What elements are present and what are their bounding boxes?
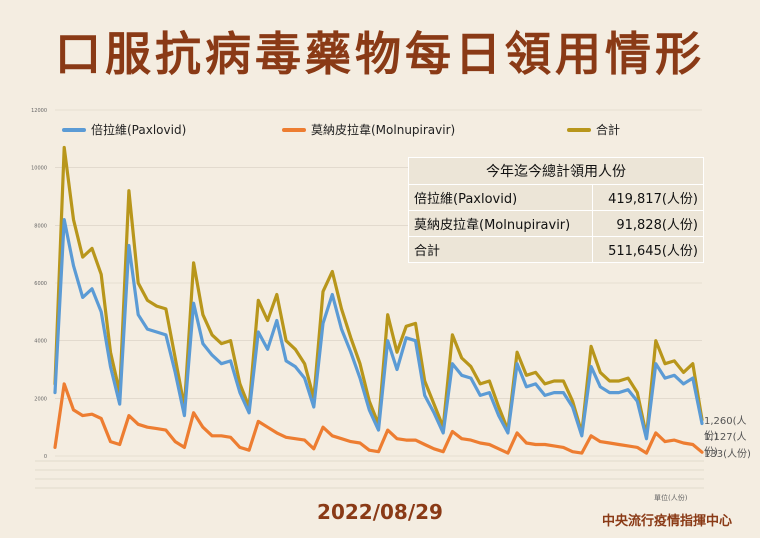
- y-tick-label: 12000: [31, 108, 47, 114]
- summary-row: 莫納皮拉韋(Molnupiravir) 91,828(人份): [408, 210, 705, 237]
- summary-value: 511,645(人份): [591, 236, 705, 263]
- legend-swatch-paxlovid: [62, 127, 86, 132]
- summary-row: 合計 511,645(人份): [408, 236, 705, 263]
- summary-label: 合計: [408, 236, 593, 263]
- unit-label: 單位(人份): [654, 494, 688, 502]
- summary-label: 倍拉維(Paxlovid): [408, 184, 593, 211]
- legend-label-molnupiravir: 莫納皮拉韋(Molnupiravir): [311, 123, 456, 137]
- end-label-molnupiravir: 133(人份): [704, 449, 751, 460]
- report-date: 2022/08/29: [317, 500, 443, 524]
- end-label-total: 1,260(人份): [704, 416, 747, 442]
- series-line-paxlovid: [53, 218, 704, 441]
- legend-swatch-molnupiravir: [282, 127, 306, 132]
- end-label-paxlovid: 1,127(人份): [704, 432, 747, 458]
- legend-label-paxlovid: 倍拉維(Paxlovid): [91, 123, 187, 137]
- summary-table: 今年迄今總計領用人份 倍拉維(Paxlovid) 419,817(人份) 莫納皮拉…: [408, 157, 705, 263]
- y-tick-label: 6000: [34, 281, 47, 287]
- summary-label: 莫納皮拉韋(Molnupiravir): [408, 210, 593, 237]
- summary-value: 91,828(人份): [591, 210, 705, 237]
- y-tick-label: 8000: [34, 223, 47, 229]
- legend-total: 合計: [567, 121, 620, 138]
- y-tick-label: 4000: [34, 339, 47, 345]
- summary-row: 倍拉維(Paxlovid) 419,817(人份): [408, 184, 705, 211]
- page-title: 口服抗病毒藥物每日領用情形: [55, 27, 705, 81]
- y-tick-label: 0: [44, 454, 47, 460]
- series-line-molnupiravir: [53, 382, 704, 455]
- organization-name: 中央流行疫情指揮中心: [601, 514, 732, 529]
- y-tick-label: 10000: [31, 166, 47, 172]
- legend-molnupiravir: 莫納皮拉韋(Molnupiravir): [282, 121, 455, 138]
- legend-swatch-total: [567, 127, 591, 132]
- y-tick-label: 2000: [34, 396, 47, 402]
- legend-paxlovid: 倍拉維(Paxlovid): [62, 121, 186, 138]
- legend-label-total: 合計: [596, 123, 621, 137]
- summary-value: 419,817(人份): [591, 184, 705, 211]
- summary-header: 今年迄今總計領用人份: [408, 157, 704, 185]
